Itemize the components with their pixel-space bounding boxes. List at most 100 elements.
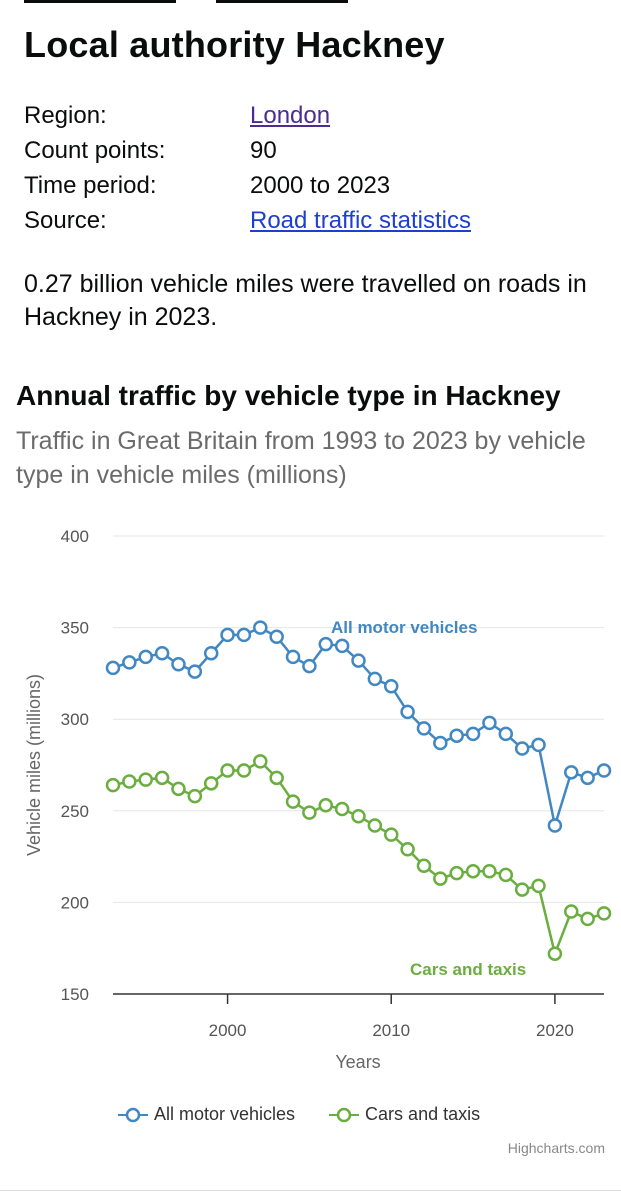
chart-title: Annual traffic by vehicle type in Hackne… xyxy=(16,380,561,411)
legend-marker-icon xyxy=(118,1107,148,1122)
data-point[interactable] xyxy=(187,664,203,679)
data-point[interactable] xyxy=(596,906,612,921)
region-link[interactable]: London xyxy=(250,102,331,129)
meta-row-count-points: Count points: 90 xyxy=(24,133,471,168)
data-point[interactable] xyxy=(105,777,121,793)
data-point[interactable] xyxy=(351,809,366,824)
data-point[interactable] xyxy=(531,878,546,894)
data-point[interactable] xyxy=(383,827,399,842)
y-axis-title: Vehicle miles (millions) xyxy=(24,674,44,856)
data-point[interactable] xyxy=(531,737,546,753)
x-tick-label: 2000 xyxy=(209,1021,247,1040)
data-point[interactable] xyxy=(122,655,137,670)
series-annotation-cars-and-taxis: Cars and taxis xyxy=(410,960,526,979)
summary-text: 0.27 billion vehicle miles were travelle… xyxy=(24,270,587,331)
data-point[interactable] xyxy=(596,763,612,778)
data-point[interactable] xyxy=(449,728,464,743)
data-point[interactable] xyxy=(367,818,383,833)
data-point[interactable] xyxy=(302,805,317,820)
x-axis-title: Years xyxy=(335,1052,380,1072)
data-point[interactable] xyxy=(285,649,301,665)
data-point[interactable] xyxy=(138,772,153,787)
y-tick-label: 250 xyxy=(61,802,89,821)
traffic-line-chart[interactable]: 150 200 250 300 350 400 2000 2010 2020 Years Vehic… xyxy=(0,500,621,1090)
data-point[interactable] xyxy=(318,636,334,652)
data-point[interactable] xyxy=(105,660,121,676)
data-point[interactable] xyxy=(171,656,186,672)
data-point[interactable] xyxy=(482,715,497,731)
meta-label: Region: xyxy=(24,102,107,129)
data-point[interactable] xyxy=(482,864,497,879)
legend-item-cars-and-taxis[interactable]: Cars and taxis xyxy=(329,1104,480,1125)
data-point[interactable] xyxy=(253,620,268,635)
series-line-cars-and-taxis xyxy=(112,759,605,958)
data-point[interactable] xyxy=(351,653,366,668)
data-point[interactable] xyxy=(122,774,137,789)
data-point[interactable] xyxy=(334,638,350,654)
x-tick-label: 2010 xyxy=(372,1021,410,1040)
data-point[interactable] xyxy=(285,794,301,809)
chart-legend: All motor vehicles Cars and taxis xyxy=(118,1104,480,1125)
data-point[interactable] xyxy=(334,801,350,817)
data-point[interactable] xyxy=(203,645,219,661)
nav-underline-1 xyxy=(24,0,176,3)
legend-item-all-motor-vehicles[interactable]: All motor vehicles xyxy=(118,1104,295,1125)
data-point[interactable] xyxy=(580,911,595,927)
data-point[interactable] xyxy=(138,649,153,665)
series-annotation-all-motor-vehicles: All motor vehicles xyxy=(331,618,477,637)
data-point[interactable] xyxy=(498,867,514,883)
data-point[interactable] xyxy=(416,858,432,874)
y-tick-label: 300 xyxy=(61,710,89,729)
data-point[interactable] xyxy=(236,627,252,643)
meta-row-region: Region: London xyxy=(24,98,471,133)
data-point[interactable] xyxy=(171,781,186,797)
data-point[interactable] xyxy=(253,754,268,769)
chart-subtitle: Traffic in Great Britain from 1993 to 20… xyxy=(16,427,586,489)
data-point[interactable] xyxy=(547,818,563,833)
summary-list: Region: London Count points: 90 Time per… xyxy=(24,98,471,238)
data-point[interactable] xyxy=(154,770,170,786)
data-point[interactable] xyxy=(269,629,284,645)
data-point[interactable] xyxy=(433,735,448,751)
data-point[interactable] xyxy=(564,904,579,919)
y-tick-label: 200 xyxy=(61,893,89,912)
data-point[interactable] xyxy=(416,721,432,736)
highcharts-credit[interactable]: Highcharts.com xyxy=(507,1140,605,1156)
data-point[interactable] xyxy=(465,864,481,879)
nav-underline-2 xyxy=(216,0,348,3)
data-point[interactable] xyxy=(547,946,563,961)
source-link[interactable]: Road traffic statistics xyxy=(250,207,471,234)
page-title: Local authority Hackney xyxy=(24,24,445,65)
data-point[interactable] xyxy=(220,763,235,778)
legend-marker-icon xyxy=(329,1107,360,1122)
y-tick-label: 400 xyxy=(61,527,89,546)
data-point[interactable] xyxy=(400,842,415,857)
data-point[interactable] xyxy=(187,788,203,804)
meta-row-time-period: Time period: 2000 to 2023 xyxy=(24,168,471,203)
data-point[interactable] xyxy=(203,776,219,791)
divider xyxy=(0,1190,621,1191)
data-point[interactable] xyxy=(318,798,334,813)
data-point[interactable] xyxy=(400,704,415,720)
legend-label: All motor vehicles xyxy=(154,1104,296,1124)
data-point[interactable] xyxy=(154,645,170,661)
data-point[interactable] xyxy=(514,741,530,756)
data-point[interactable] xyxy=(236,763,252,778)
data-point[interactable] xyxy=(433,871,448,886)
data-point[interactable] xyxy=(498,726,514,742)
data-point[interactable] xyxy=(367,671,383,687)
data-point[interactable] xyxy=(465,726,481,742)
data-point[interactable] xyxy=(580,770,595,786)
meta-value: 2000 to 2023 xyxy=(250,172,391,199)
data-point[interactable] xyxy=(383,678,399,694)
y-tick-label: 150 xyxy=(61,985,89,1004)
data-point[interactable] xyxy=(302,658,317,674)
data-point[interactable] xyxy=(220,627,235,643)
data-point[interactable] xyxy=(514,882,530,897)
meta-value: 90 xyxy=(250,137,277,164)
data-point[interactable] xyxy=(449,865,464,881)
data-point[interactable] xyxy=(269,770,284,786)
meta-label: Count points: xyxy=(24,137,166,164)
y-tick-label: 350 xyxy=(61,619,89,638)
data-point[interactable] xyxy=(564,765,579,780)
